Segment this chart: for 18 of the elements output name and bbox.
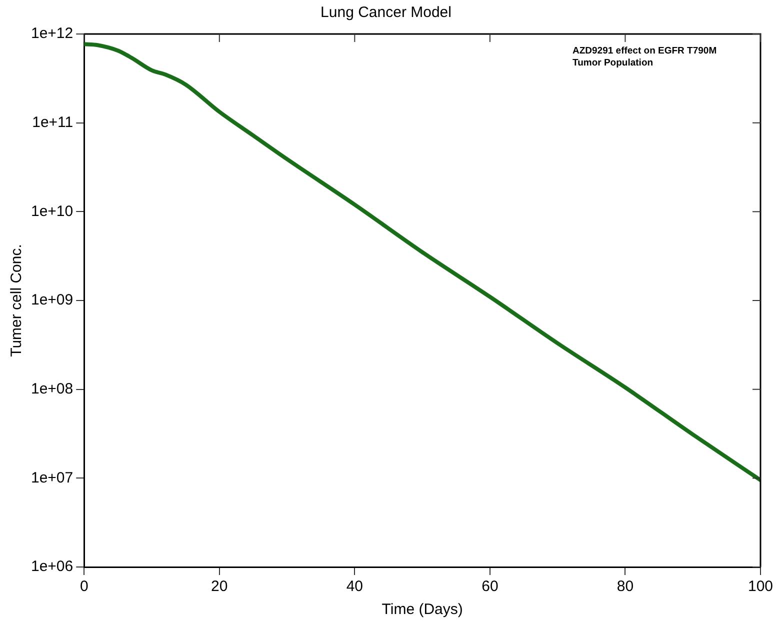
y-tick-label: 1e+11 <box>32 114 74 131</box>
x-tick-label: 100 <box>748 578 773 596</box>
x-tick-label: 80 <box>616 578 634 596</box>
y-tick-label: 1e+08 <box>30 380 74 398</box>
y-tick-label: 1e+10 <box>30 202 74 220</box>
y-tick-label: 1e+07 <box>30 469 74 486</box>
x-tick-label: 60 <box>482 578 498 596</box>
chart-title: Lung Cancer Model <box>320 4 452 22</box>
y-tick-label: 1e+09 <box>30 292 74 309</box>
y-axis-title: Tumer cell Conc. <box>8 244 26 357</box>
x-tick-label: 0 <box>80 578 88 596</box>
y-tick-label: 1e+12 <box>30 25 74 42</box>
y-tick-label: 1e+06 <box>30 558 74 576</box>
line-series <box>84 42 760 482</box>
x-tick-label: 40 <box>346 578 364 596</box>
annotation: AZD9291 effect on EGFR T790M Tumor Population <box>572 45 717 68</box>
x-tick-label: 20 <box>211 578 228 596</box>
x-axis-title: Time (Days) <box>382 601 463 618</box>
